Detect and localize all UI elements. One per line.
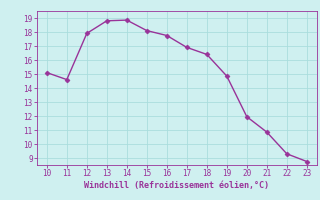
X-axis label: Windchill (Refroidissement éolien,°C): Windchill (Refroidissement éolien,°C) — [84, 181, 269, 190]
